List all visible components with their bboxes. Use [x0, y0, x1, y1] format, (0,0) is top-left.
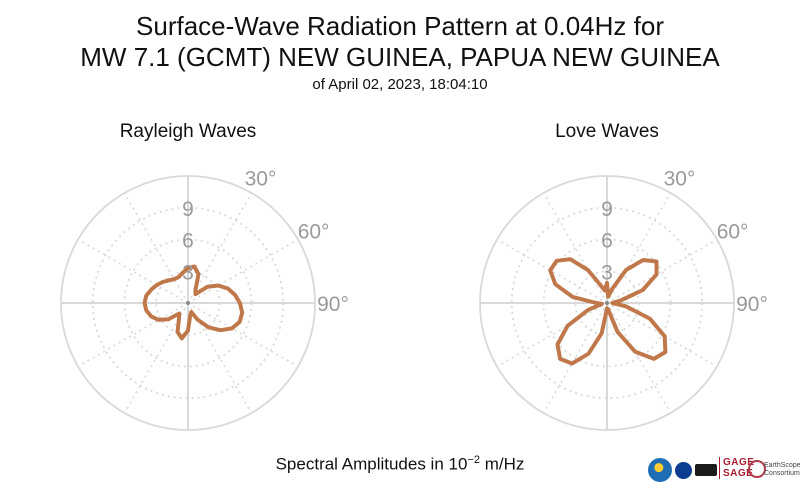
earthscope-logo-text: EarthScope Consortium: [764, 462, 800, 478]
radial-tick-label: 9: [182, 198, 194, 221]
polar-plot-title: Love Waves: [555, 121, 659, 142]
angle-tick-label: 30°: [664, 167, 696, 190]
love-polar-plot: Love Waves 3 6 9 30° 60° 90°: [479, 121, 768, 431]
units-prefix: Spectral Amplitudes in 10: [275, 454, 468, 474]
radial-spoke: [77, 238, 189, 304]
nasa-logo-icon: [675, 462, 692, 479]
center-point: [605, 301, 609, 305]
usgs-logo-icon: [695, 464, 717, 476]
radial-ring: [60, 175, 316, 431]
angle-tick-label: 60°: [717, 221, 749, 244]
radial-ring: [542, 238, 672, 368]
radial-ring: [123, 238, 253, 368]
units-unit: m/Hz: [484, 454, 525, 474]
radiation-pattern-line: [142, 264, 245, 341]
radial-tick-label: 3: [601, 261, 613, 284]
nsf-logo-icon: [648, 458, 672, 482]
chart-title-line-1: Surface-Wave Radiation Pattern at 0.04Hz…: [136, 11, 664, 41]
radial-tick-label: 6: [182, 230, 194, 253]
units-exponent: −2: [467, 454, 480, 466]
radial-spoke: [77, 302, 189, 368]
sage-text: SAGE: [723, 468, 754, 479]
rayleigh-polar-plot: Rayleigh Waves 3 6 9 30° 60° 90°: [60, 121, 349, 431]
chart-subtitle: of April 02, 2023, 18:04:10: [312, 76, 488, 93]
earthscope-logo-icon: [748, 460, 766, 478]
angle-tick-label: 30°: [245, 167, 277, 190]
angle-tick-label: 90°: [317, 293, 349, 316]
center-point: [186, 301, 190, 305]
radiation-pattern-line: [548, 257, 668, 366]
angle-tick-label: 60°: [298, 221, 330, 244]
earthscope-text: EarthScope: [764, 462, 800, 469]
radial-ring: [91, 206, 285, 400]
gage-text: GAGE: [723, 457, 755, 468]
polar-plot-title: Rayleigh Waves: [120, 121, 257, 142]
radial-ring: [510, 206, 704, 400]
radial-ring: [574, 270, 640, 336]
sponsor-logos: GAGE SAGE EarthScope Consortium: [648, 456, 800, 488]
radial-tick-label: 6: [601, 230, 613, 253]
radial-tick-label: 9: [601, 198, 613, 221]
radial-spoke: [496, 302, 608, 368]
chart-title-line-2: MW 7.1 (GCMT) NEW GUINEA, PAPUA NEW GUIN…: [80, 42, 720, 72]
radial-spoke: [187, 238, 299, 304]
radial-ring: [155, 270, 221, 336]
radial-tick-label: 3: [182, 261, 194, 284]
radial-ring: [479, 175, 735, 431]
amplitude-units-label: Spectral Amplitudes in 10−2 m/Hz: [0, 454, 800, 475]
angle-tick-label: 90°: [736, 293, 768, 316]
consortium-text: Consortium: [764, 470, 800, 477]
gage-sage-logo: GAGE SAGE: [719, 457, 754, 479]
